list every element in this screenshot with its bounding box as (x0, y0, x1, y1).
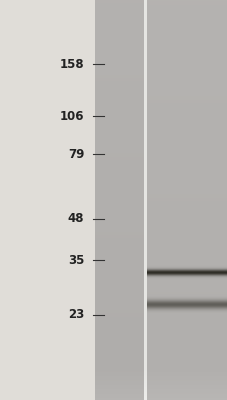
Text: 48: 48 (68, 212, 84, 226)
Text: 79: 79 (68, 148, 84, 160)
Text: 23: 23 (68, 308, 84, 322)
Text: 106: 106 (60, 110, 84, 122)
Text: 35: 35 (68, 254, 84, 266)
Text: 158: 158 (59, 58, 84, 70)
